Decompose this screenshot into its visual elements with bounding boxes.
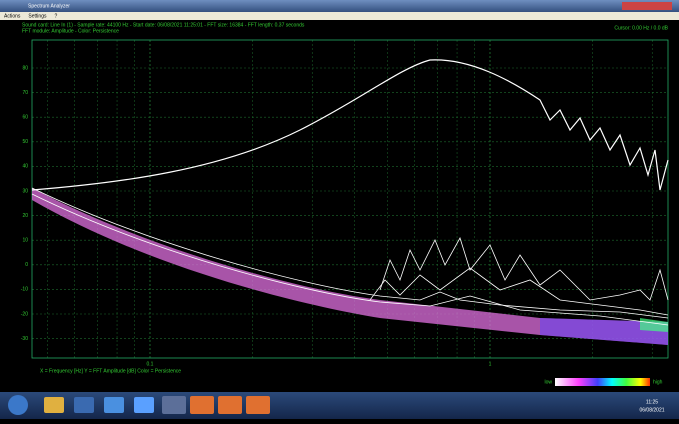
scale-high: high (653, 379, 663, 385)
peak-trace (31, 59, 669, 191)
start-button[interactable] (8, 395, 28, 415)
taskbar (0, 392, 679, 419)
axis-caption: X = Frequency [Hz] Y = FFT Amplitude [dB… (40, 368, 181, 374)
y-tick-label: 10 (22, 238, 28, 244)
menu: Actions Settings? (4, 13, 57, 19)
y-tick-label: -10 (21, 287, 28, 293)
y-tick-label: 20 (22, 213, 28, 219)
y-tick-label: 40 (22, 164, 28, 170)
y-tick-label: 0 (25, 262, 28, 268)
taskbar-icon[interactable] (162, 396, 186, 414)
menu-item[interactable]: ? (54, 13, 57, 19)
taskbar-icon[interactable] (246, 396, 270, 414)
y-tick-label: 60 (22, 115, 28, 121)
taskbar-icon[interactable] (74, 397, 94, 413)
color-scale (555, 378, 650, 386)
scale-low: low (544, 379, 552, 385)
cursor-readout: Cursor: 0.00 Hz / 0.0 dB (614, 25, 668, 31)
grid: 80 70 60 50 40 30 20 10 0 -10 -20 -30 0.1 1 (21, 40, 668, 367)
window-title: Spectrum Analyzer (28, 3, 70, 9)
title-bar (0, 0, 679, 12)
x-tick-label: 0.1 (147, 361, 154, 367)
taskbar-icon[interactable] (104, 397, 124, 413)
taskbar-icon[interactable] (190, 396, 214, 414)
clock-date: 06/08/2021 (639, 407, 664, 413)
window-controls[interactable] (622, 2, 672, 10)
menu-item[interactable]: Actions (4, 13, 21, 19)
taskbar-icon[interactable] (218, 396, 242, 414)
y-tick-label: -30 (21, 336, 28, 342)
menu-item[interactable]: Settings (28, 13, 47, 19)
persistence-hot (640, 318, 668, 332)
y-tick-label: 30 (22, 188, 28, 194)
menu-bar (0, 12, 679, 20)
spectrum-traces (31, 187, 669, 326)
y-tick-label: -20 (21, 311, 28, 317)
persistence-hot (540, 318, 668, 345)
y-tick-label: 50 (22, 139, 28, 145)
info-line: FFT module: Amplitude - Color: Persisten… (22, 28, 119, 34)
y-tick-label: 70 (22, 90, 28, 96)
taskbar-icon[interactable] (44, 397, 64, 413)
clock-time: 11:25 (646, 399, 658, 405)
y-tick-label: 80 (22, 65, 28, 71)
info-line: Sound card: Line In (1) - Sample rate: 4… (22, 22, 305, 28)
x-tick-label: 1 (489, 361, 492, 367)
taskbar-icon[interactable] (134, 397, 154, 413)
